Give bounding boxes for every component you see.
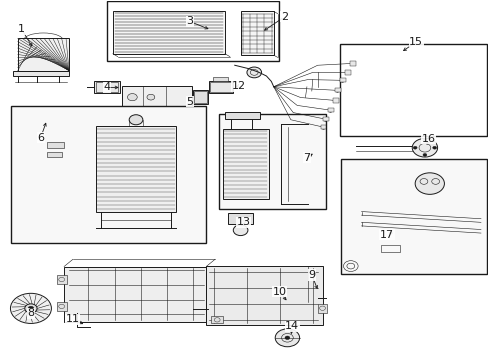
Bar xyxy=(380,244,399,252)
Bar xyxy=(219,114,326,210)
Bar xyxy=(210,82,231,93)
Text: 1: 1 xyxy=(18,24,25,35)
Bar xyxy=(332,98,338,103)
Bar xyxy=(113,12,224,54)
Circle shape xyxy=(147,94,155,100)
Text: 3: 3 xyxy=(186,17,193,27)
Bar xyxy=(339,44,487,136)
Text: 15: 15 xyxy=(408,37,422,47)
Bar xyxy=(57,275,66,284)
Bar xyxy=(227,213,253,224)
Text: 12: 12 xyxy=(231,81,245,91)
Circle shape xyxy=(422,139,426,142)
Bar xyxy=(339,78,345,82)
Text: 10: 10 xyxy=(272,287,286,297)
Circle shape xyxy=(246,67,261,78)
Bar xyxy=(96,82,118,92)
Bar xyxy=(13,71,69,76)
Circle shape xyxy=(412,146,416,149)
Bar xyxy=(107,1,278,61)
Circle shape xyxy=(28,306,34,311)
Text: 13: 13 xyxy=(236,217,250,227)
Circle shape xyxy=(233,225,247,235)
Bar xyxy=(206,266,322,325)
Bar xyxy=(327,108,333,112)
Bar xyxy=(222,129,268,199)
Bar xyxy=(11,107,206,243)
Bar xyxy=(194,91,206,103)
Bar xyxy=(122,86,192,108)
Bar xyxy=(344,70,350,75)
Bar xyxy=(57,302,66,311)
Bar xyxy=(47,152,61,157)
Bar xyxy=(47,142,64,148)
Bar xyxy=(349,61,355,66)
Bar xyxy=(212,77,228,81)
Bar xyxy=(96,126,176,212)
Text: 9: 9 xyxy=(307,270,315,280)
Text: 4: 4 xyxy=(103,82,110,93)
Circle shape xyxy=(285,336,289,339)
Text: 16: 16 xyxy=(421,134,435,144)
Text: 6: 6 xyxy=(37,133,44,143)
Bar xyxy=(317,304,327,313)
Circle shape xyxy=(411,138,437,157)
Bar xyxy=(323,117,328,121)
Bar xyxy=(18,39,69,71)
Bar xyxy=(193,90,207,104)
Text: 11: 11 xyxy=(66,314,80,324)
Circle shape xyxy=(25,304,37,313)
Text: 5: 5 xyxy=(186,97,193,107)
Circle shape xyxy=(414,173,444,194)
Text: 14: 14 xyxy=(285,321,299,331)
Circle shape xyxy=(129,115,142,125)
Bar xyxy=(340,159,487,274)
Bar xyxy=(209,81,232,93)
Text: 2: 2 xyxy=(280,12,287,22)
Circle shape xyxy=(275,329,299,347)
Circle shape xyxy=(10,293,51,323)
Bar xyxy=(240,12,273,55)
Bar xyxy=(211,316,223,323)
Bar xyxy=(334,88,340,93)
Bar xyxy=(94,81,120,93)
Circle shape xyxy=(432,146,436,149)
Text: 8: 8 xyxy=(27,309,35,318)
Bar xyxy=(320,125,326,129)
Circle shape xyxy=(422,153,426,156)
Bar xyxy=(64,266,206,321)
Text: 17: 17 xyxy=(379,230,393,239)
Circle shape xyxy=(127,94,137,101)
Bar xyxy=(224,112,260,119)
Text: 7: 7 xyxy=(303,153,310,163)
